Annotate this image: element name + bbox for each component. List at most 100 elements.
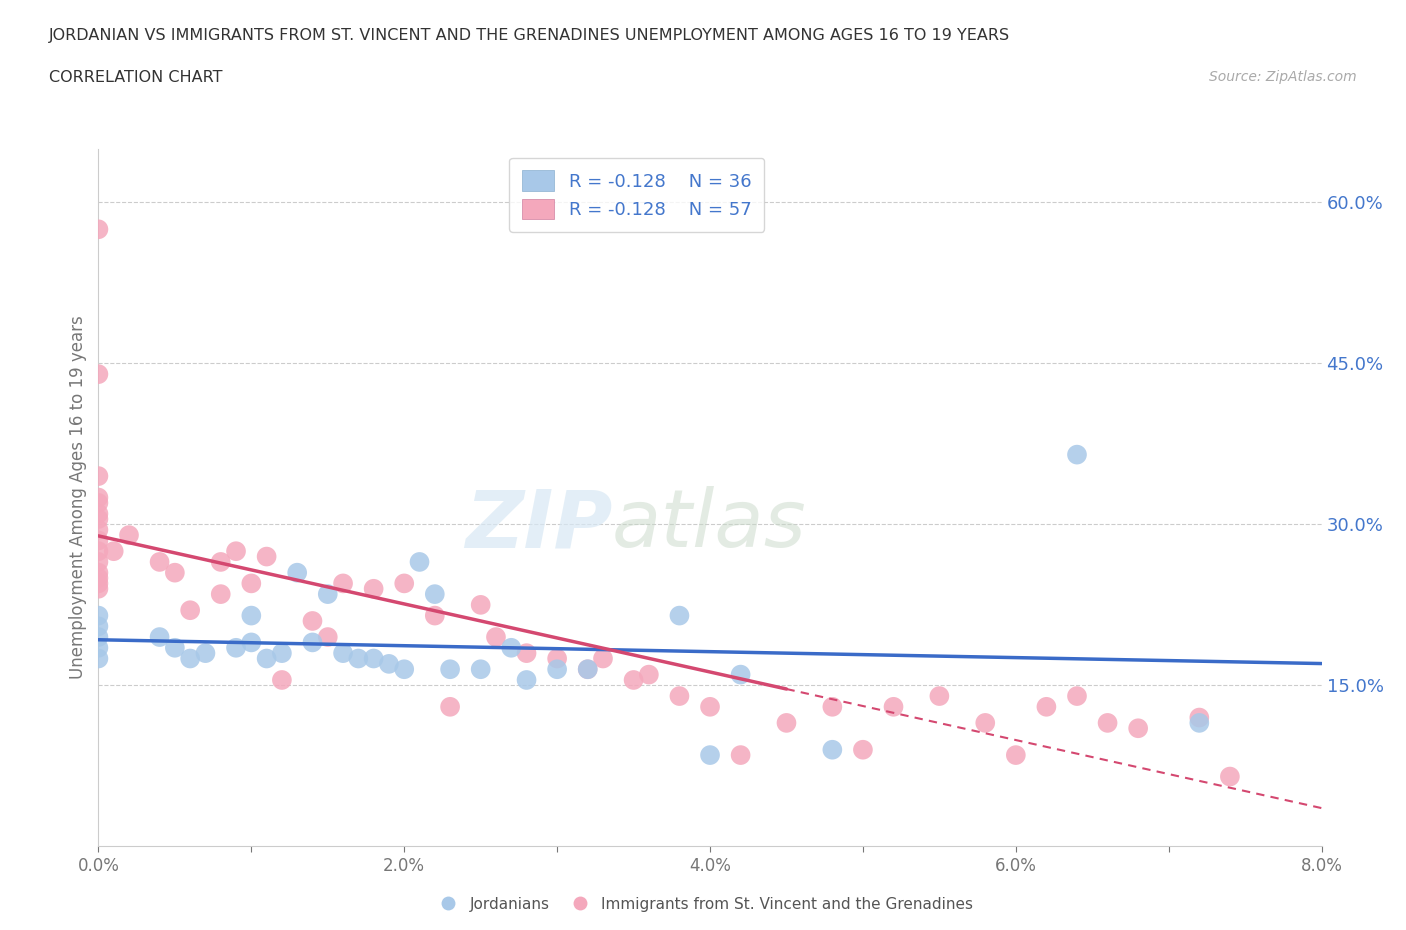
- Point: [87, 496, 110, 511]
- Point: [87, 618, 110, 633]
- Point: [87, 533, 110, 548]
- Point: [730, 667, 752, 682]
- Point: [928, 688, 950, 703]
- Point: [194, 645, 217, 660]
- Point: [699, 748, 721, 763]
- Point: [775, 715, 797, 730]
- Point: [118, 527, 141, 542]
- Y-axis label: Unemployment Among Ages 16 to 19 years: Unemployment Among Ages 16 to 19 years: [69, 315, 87, 680]
- Point: [470, 597, 492, 612]
- Text: CORRELATION CHART: CORRELATION CHART: [49, 70, 222, 85]
- Point: [87, 571, 110, 586]
- Point: [225, 641, 247, 656]
- Point: [546, 662, 568, 677]
- Point: [87, 506, 110, 521]
- Point: [87, 581, 110, 596]
- Point: [1219, 769, 1241, 784]
- Point: [668, 688, 690, 703]
- Point: [87, 512, 110, 526]
- Point: [332, 576, 354, 591]
- Point: [439, 699, 461, 714]
- Point: [408, 554, 430, 569]
- Point: [516, 672, 538, 687]
- Point: [240, 608, 263, 623]
- Point: [87, 630, 110, 644]
- Point: [470, 662, 492, 677]
- Point: [668, 608, 690, 623]
- Text: Source: ZipAtlas.com: Source: ZipAtlas.com: [1209, 70, 1357, 84]
- Point: [378, 657, 401, 671]
- Point: [301, 635, 323, 650]
- Point: [623, 672, 645, 687]
- Point: [392, 662, 416, 677]
- Point: [209, 554, 232, 569]
- Point: [87, 490, 110, 505]
- Point: [225, 544, 247, 559]
- Point: [240, 635, 263, 650]
- Point: [1066, 688, 1088, 703]
- Point: [439, 662, 461, 677]
- Point: [363, 651, 385, 666]
- Point: [179, 651, 201, 666]
- Point: [516, 645, 538, 660]
- Point: [576, 662, 599, 677]
- Point: [256, 549, 278, 564]
- Point: [1188, 715, 1211, 730]
- Point: [501, 641, 523, 656]
- Point: [87, 651, 110, 666]
- Point: [256, 651, 278, 666]
- Point: [883, 699, 905, 714]
- Point: [270, 672, 294, 687]
- Point: [87, 554, 110, 569]
- Point: [285, 565, 308, 580]
- Point: [821, 699, 844, 714]
- Point: [423, 587, 446, 602]
- Point: [209, 587, 232, 602]
- Point: [149, 630, 172, 644]
- Point: [316, 630, 339, 644]
- Point: [87, 544, 110, 559]
- Point: [316, 587, 339, 602]
- Point: [699, 699, 721, 714]
- Point: [821, 742, 844, 757]
- Point: [332, 645, 354, 660]
- Point: [87, 523, 110, 538]
- Point: [163, 641, 186, 656]
- Point: [637, 667, 661, 682]
- Point: [270, 645, 294, 660]
- Point: [103, 544, 125, 559]
- Point: [546, 651, 568, 666]
- Point: [1035, 699, 1057, 714]
- Point: [363, 581, 385, 596]
- Text: atlas: atlas: [612, 486, 807, 565]
- Point: [730, 748, 752, 763]
- Text: JORDANIAN VS IMMIGRANTS FROM ST. VINCENT AND THE GRENADINES UNEMPLOYMENT AMONG A: JORDANIAN VS IMMIGRANTS FROM ST. VINCENT…: [49, 28, 1011, 43]
- Point: [240, 576, 263, 591]
- Point: [87, 565, 110, 580]
- Point: [485, 630, 508, 644]
- Point: [974, 715, 997, 730]
- Point: [87, 366, 110, 381]
- Point: [87, 222, 110, 237]
- Point: [87, 576, 110, 591]
- Point: [392, 576, 416, 591]
- Point: [852, 742, 875, 757]
- Point: [1066, 447, 1088, 462]
- Point: [87, 608, 110, 623]
- Point: [163, 565, 186, 580]
- Point: [149, 554, 172, 569]
- Point: [87, 641, 110, 656]
- Point: [1188, 711, 1211, 725]
- Legend: R = -0.128    N = 36, R = -0.128    N = 57: R = -0.128 N = 36, R = -0.128 N = 57: [509, 158, 763, 232]
- Point: [1097, 715, 1119, 730]
- Point: [592, 651, 614, 666]
- Point: [179, 603, 201, 618]
- Point: [1128, 721, 1150, 736]
- Point: [347, 651, 370, 666]
- Text: ZIP: ZIP: [465, 486, 612, 565]
- Point: [87, 469, 110, 484]
- Point: [301, 614, 323, 629]
- Point: [576, 662, 599, 677]
- Point: [1004, 748, 1026, 763]
- Point: [423, 608, 446, 623]
